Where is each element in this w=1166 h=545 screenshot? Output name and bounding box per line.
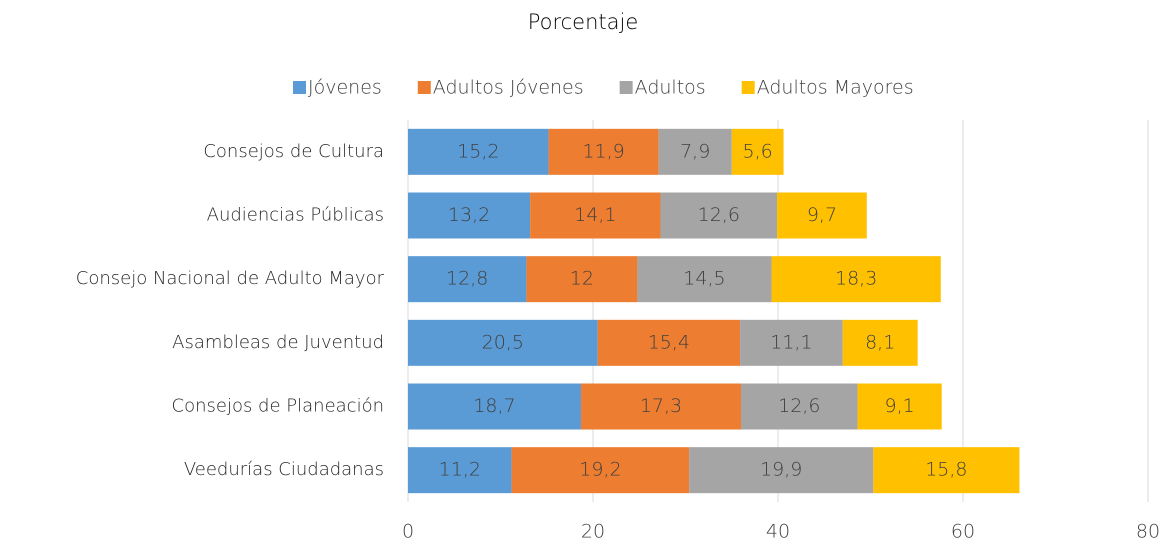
bar-segment <box>408 319 598 366</box>
data-label: 15,4 <box>648 331 690 353</box>
data-label: 11,2 <box>439 459 481 481</box>
bar-segment <box>777 192 867 239</box>
bar-segment <box>771 256 941 303</box>
bar-segment <box>741 383 858 430</box>
bar-segment <box>689 447 874 494</box>
y-tick-label: Asambleas de Juventud <box>172 332 384 353</box>
bar-segment <box>597 319 741 366</box>
legend-swatch <box>417 81 431 94</box>
y-tick-label: Audiencias Públicas <box>207 205 384 226</box>
bar-segment <box>857 383 942 430</box>
bar-segment <box>408 447 512 494</box>
data-label: 13,2 <box>448 204 490 226</box>
data-label: 18,3 <box>835 268 877 290</box>
legend-label: Adultos <box>635 77 706 99</box>
bar-segment <box>511 447 690 494</box>
y-tick-label: Consejo Nacional de Adulto Mayor <box>76 268 385 289</box>
bar-segment <box>740 319 843 366</box>
bar-segment <box>548 128 659 175</box>
bar-segment <box>408 128 549 175</box>
data-label: 7,9 <box>680 140 710 162</box>
data-label: 12,6 <box>778 395 820 417</box>
bar-segment <box>408 383 581 430</box>
x-tick-label: 80 <box>1136 521 1160 543</box>
y-tick-label: Consejos de Planeación <box>172 396 385 417</box>
bar-segment <box>637 256 772 303</box>
data-label: 12,8 <box>446 268 488 290</box>
y-tick-label: Consejos de Cultura <box>203 141 384 162</box>
legend-label: Jóvenes <box>308 77 382 99</box>
data-label: 14,1 <box>574 204 616 226</box>
data-label: 20,5 <box>482 331 524 353</box>
bar-segment <box>660 192 778 239</box>
data-label: 17,3 <box>640 395 682 417</box>
chart-title: Porcentaje <box>528 10 639 34</box>
data-label: 19,9 <box>760 459 802 481</box>
bar-segment <box>526 256 638 303</box>
data-label: 5,6 <box>743 140 773 162</box>
data-label: 9,1 <box>885 395 915 417</box>
data-label: 11,9 <box>582 140 624 162</box>
legend-swatch <box>293 81 306 94</box>
data-label: 12 <box>570 268 594 290</box>
data-label: 19,2 <box>579 459 621 481</box>
bar-segment <box>530 192 661 239</box>
y-tick-label: Veedurías Ciudadanas <box>184 459 384 480</box>
data-label: 15,8 <box>925 459 967 481</box>
bar-segment <box>408 256 527 303</box>
x-tick-label: 20 <box>581 521 605 543</box>
data-label: 12,6 <box>698 204 740 226</box>
bar-segment <box>842 319 918 366</box>
data-label: 14,5 <box>683 268 725 290</box>
bar-segment <box>580 383 741 430</box>
bar-segment <box>873 447 1020 494</box>
data-label: 9,7 <box>807 204 837 226</box>
legend-swatch <box>741 81 755 94</box>
data-label: 11,1 <box>770 331 812 353</box>
bar-segment <box>731 128 784 175</box>
data-label: 15,2 <box>457 140 499 162</box>
bar-segment <box>408 192 531 239</box>
data-label: 18,7 <box>473 395 515 417</box>
x-tick-label: 60 <box>951 521 975 543</box>
legend-label: Adultos Mayores <box>757 77 914 99</box>
x-tick-label: 0 <box>402 521 414 543</box>
bar-segment <box>658 128 732 175</box>
legend-label: Adultos Jóvenes <box>433 77 584 99</box>
legend-swatch <box>619 81 633 94</box>
data-label: 8,1 <box>865 331 895 353</box>
x-tick-label: 40 <box>766 521 790 543</box>
